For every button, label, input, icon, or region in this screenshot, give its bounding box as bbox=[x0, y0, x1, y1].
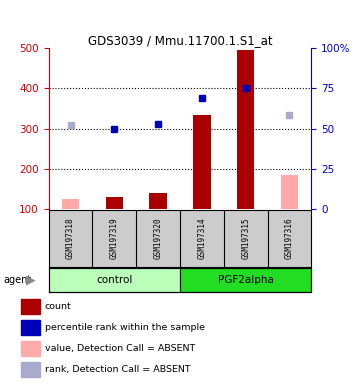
Text: GSM197315: GSM197315 bbox=[241, 218, 250, 259]
Bar bbox=[62, 199, 79, 209]
Bar bbox=[193, 114, 211, 209]
Bar bbox=[21, 362, 40, 377]
Title: GDS3039 / Mmu.11700.1.S1_at: GDS3039 / Mmu.11700.1.S1_at bbox=[88, 34, 272, 47]
Bar bbox=[105, 197, 123, 209]
Text: rank, Detection Call = ABSENT: rank, Detection Call = ABSENT bbox=[45, 365, 190, 374]
Text: control: control bbox=[96, 275, 132, 285]
Text: GSM197318: GSM197318 bbox=[66, 218, 75, 259]
Text: GSM197316: GSM197316 bbox=[285, 218, 294, 259]
Text: PGF2alpha: PGF2alpha bbox=[218, 275, 274, 285]
Text: GSM197319: GSM197319 bbox=[110, 218, 119, 259]
Text: value, Detection Call = ABSENT: value, Detection Call = ABSENT bbox=[45, 344, 195, 353]
Text: GSM197320: GSM197320 bbox=[154, 218, 163, 259]
Text: agent: agent bbox=[4, 275, 32, 285]
Text: GSM197314: GSM197314 bbox=[197, 218, 206, 259]
Bar bbox=[21, 341, 40, 356]
Bar bbox=[281, 175, 298, 209]
Bar bbox=[21, 320, 40, 335]
Text: count: count bbox=[45, 302, 71, 311]
Bar bbox=[21, 299, 40, 314]
Bar bbox=[180, 268, 311, 292]
Bar bbox=[149, 193, 167, 209]
Text: ▶: ▶ bbox=[26, 273, 36, 286]
Bar bbox=[237, 50, 255, 209]
Bar bbox=[49, 268, 180, 292]
Text: percentile rank within the sample: percentile rank within the sample bbox=[45, 323, 204, 332]
